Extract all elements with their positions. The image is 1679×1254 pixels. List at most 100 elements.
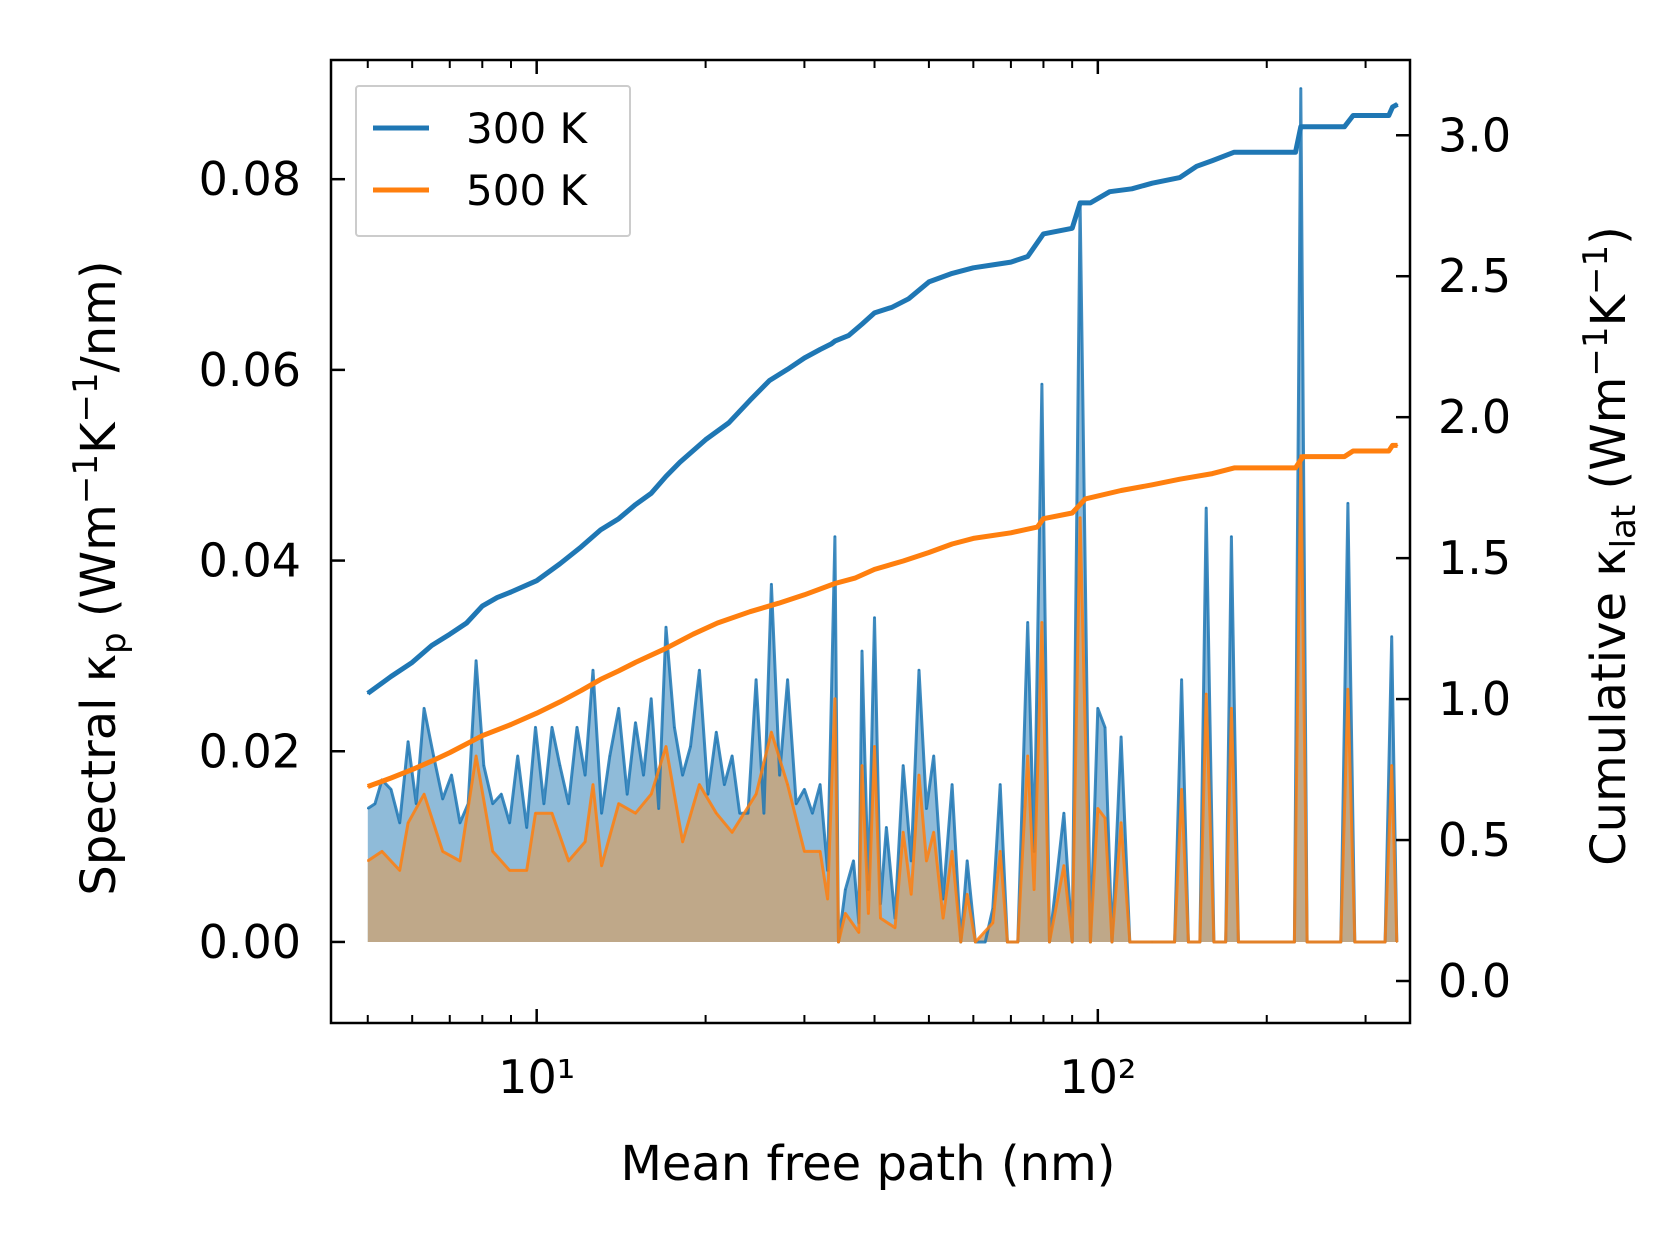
y-left-tick-label: 0.04 [199, 534, 301, 588]
spectral-point-500k [1205, 693, 1207, 695]
spectral-point-500k [951, 850, 953, 853]
cumulative-point-300k [749, 399, 751, 402]
cumulative-point-300k [834, 340, 836, 342]
spectral-point-300k [398, 822, 401, 824]
spectral-point-300k [834, 535, 836, 538]
spectral-point-300k [731, 755, 733, 757]
spectral-point-300k [584, 774, 586, 776]
y-right-tick-label: 2.0 [1438, 390, 1511, 444]
spectral-point-500k [441, 850, 444, 853]
spectral-point-500k [826, 898, 829, 900]
x-tick-label: 10² [1059, 1050, 1136, 1104]
spectral-point-300k [1230, 535, 1233, 538]
spectral-point-300k [803, 788, 806, 791]
cumulative-point-500k [1179, 478, 1181, 481]
y-left-axis-label: Spectral κp (Wm−1K−1/nm) [66, 260, 134, 895]
cumulative-point-300k [1233, 151, 1235, 153]
cumulative-point-300k [1042, 233, 1045, 235]
cumulative-point-300k [1294, 151, 1297, 153]
spectral-point-300k [942, 898, 944, 900]
spectral-point-300k [657, 807, 660, 810]
y-left-label-superscript: −1 [66, 454, 106, 504]
cumulative-point-500k [430, 760, 433, 762]
spectral-point-500k [584, 841, 586, 843]
spectral-point-300k [723, 783, 726, 786]
y-left-tick-label: 0.02 [199, 724, 301, 778]
cumulative-point-300k [580, 546, 582, 548]
spectral-point-500k [894, 926, 896, 929]
cumulative-point-500k [1042, 517, 1045, 520]
spectral-point-300k [770, 583, 773, 586]
cumulative-point-300k [1026, 255, 1029, 258]
y-right-tick-label: 3.0 [1438, 108, 1511, 162]
spectral-point-500k [1354, 941, 1356, 943]
cumulative-point-500k [716, 622, 719, 624]
spectral-point-500k [459, 860, 461, 862]
cumulative-point-300k [830, 343, 833, 345]
spectral-point-300k [1104, 726, 1106, 729]
spectral-point-500k [1089, 941, 1092, 943]
spectral-point-500k [925, 860, 928, 862]
spectral-point-300k [778, 774, 781, 776]
cumulative-point-500k [1084, 498, 1087, 500]
cumulative-point-300k [928, 281, 930, 283]
cumulative-point-500k [1302, 455, 1304, 458]
spectral-point-500k [1384, 941, 1386, 943]
spectral-point-500k [634, 812, 637, 814]
spectral-point-300k [491, 802, 494, 805]
cumulative-point-500k [1391, 444, 1394, 447]
spectral-point-300k [390, 788, 392, 791]
spectral-point-300k [1041, 383, 1043, 386]
cumulative-point-500k [873, 568, 876, 571]
cumulative-point-300k [1300, 126, 1302, 128]
cumulative-point-500k [510, 723, 512, 726]
spectral-point-500k [858, 931, 860, 934]
cumulative-point-300k [1396, 103, 1399, 106]
spectral-point-500k [1213, 941, 1215, 943]
y-right-tick-label: 0.0 [1438, 954, 1511, 1008]
spectral-point-500k [665, 745, 667, 748]
spectral-point-300k [415, 802, 418, 805]
cumulative-point-300k [972, 267, 975, 269]
spectral-point-300k [1347, 502, 1349, 505]
spectral-point-300k [450, 774, 453, 776]
spectral-point-500k [398, 869, 401, 872]
spectral-point-500k [867, 912, 870, 915]
spectral-point-300k [852, 860, 855, 862]
cumulative-point-500k [834, 582, 836, 585]
cumulative-point-300k [1079, 202, 1081, 204]
cumulative-point-300k [1010, 261, 1012, 263]
cumulative-point-300k [992, 264, 994, 266]
spectral-point-500k [1129, 941, 1131, 943]
cumulative-point-300k [1179, 176, 1181, 179]
cumulative-point-500k [749, 610, 751, 613]
cumulative-point-300k [390, 675, 392, 678]
y-right-label-superscript: −1 [1576, 326, 1616, 376]
cumulative-point-500k [580, 689, 582, 692]
cumulative-point-500k [481, 734, 484, 737]
plot-frame [329, 58, 1412, 1025]
spectral-point-500k [879, 917, 882, 919]
spectral-point-500k [423, 793, 425, 795]
spectral-point-500k [731, 831, 733, 834]
spectral-point-500k [1104, 817, 1106, 819]
spectral-area-500k [367, 455, 1397, 942]
cumulative-point-500k [665, 647, 667, 650]
cumulative-point-300k [768, 379, 771, 382]
spectral-point-500k [974, 941, 977, 943]
spectral-point-300k [650, 698, 652, 700]
spectral-point-300k [407, 740, 409, 743]
spectral-point-500k [508, 869, 511, 872]
spectral-point-300k [795, 802, 797, 805]
spectral-point-300k [763, 812, 765, 814]
spectral-point-300k [1063, 812, 1065, 814]
y-right-label-part: (Wm [1581, 377, 1637, 505]
x-axis-label: Mean free path (nm) [621, 1136, 1116, 1192]
spectral-point-500k [650, 793, 652, 795]
spectral-point-300k [999, 783, 1001, 786]
cumulative-point-300k [861, 323, 863, 325]
spectral-point-300k [432, 755, 435, 757]
y-right-label-superscript: −1 [1576, 245, 1616, 295]
spectral-point-300k [367, 807, 369, 810]
spectral-point-300k [681, 774, 684, 776]
